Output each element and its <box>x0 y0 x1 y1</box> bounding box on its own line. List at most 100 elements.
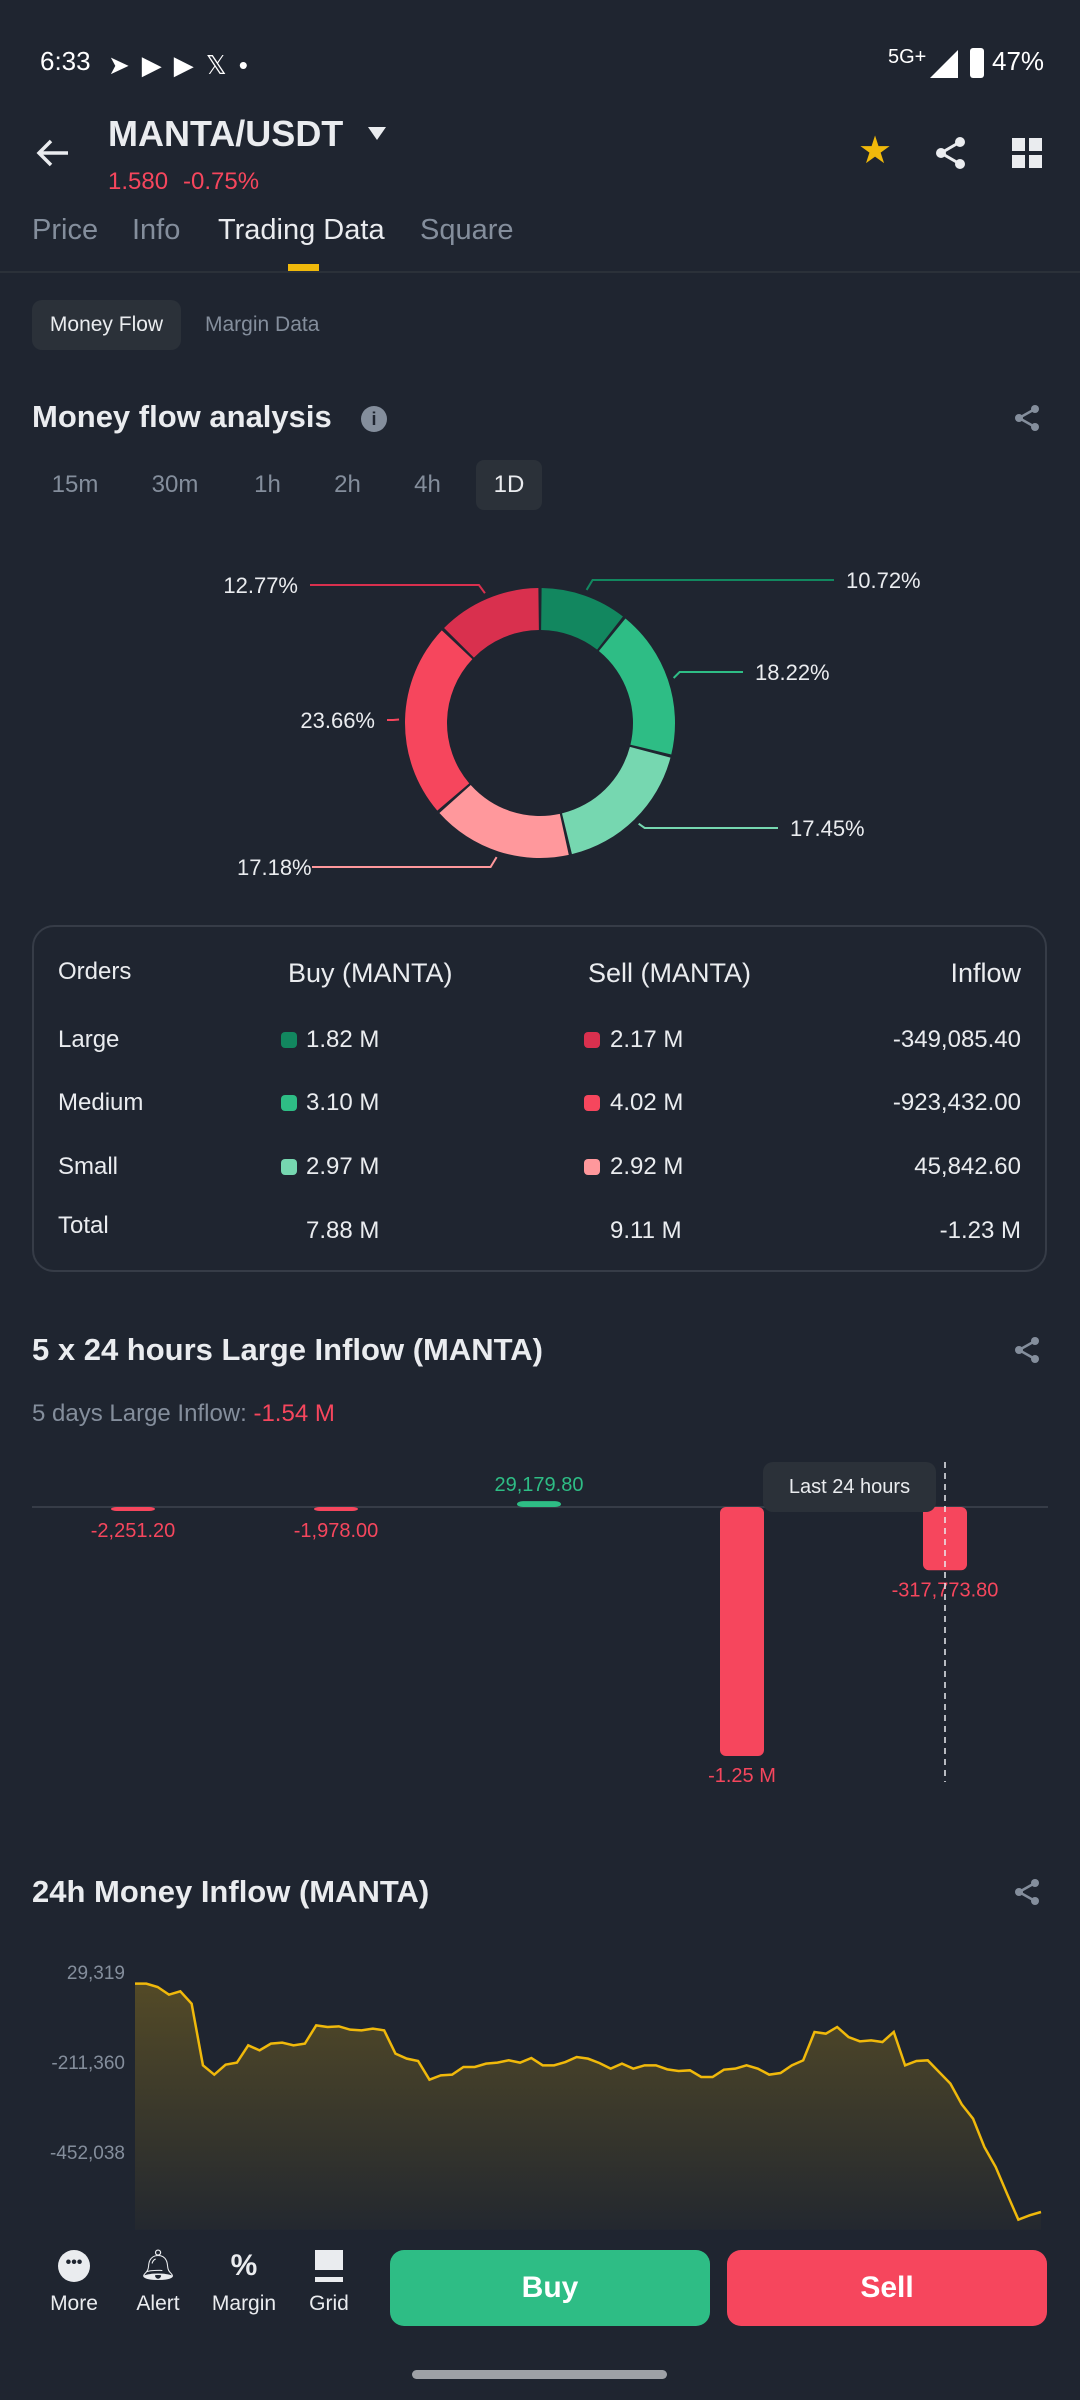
summary-label: 5 days Large Inflow: <box>32 1400 254 1427</box>
orders-table <box>32 925 1047 1272</box>
donut-slice <box>562 746 671 855</box>
nav-grid[interactable]: Grid <box>289 2250 369 2316</box>
buy-value: 7.88 M <box>306 1217 380 1244</box>
inflow-bar <box>517 1501 561 1507</box>
table-header: Buy (MANTA) <box>288 958 453 988</box>
donut-label: 23.66% <box>300 708 375 733</box>
status-time: 6:33 <box>40 46 91 76</box>
bar-value-label: 29,179.80 <box>495 1474 584 1496</box>
inflow-bar <box>720 1507 764 1756</box>
sell-swatch <box>584 1095 600 1111</box>
buy-value: 1.82 M <box>306 1026 380 1053</box>
nav-more[interactable]: ••• More <box>34 2250 114 2316</box>
donut-leader-line <box>312 856 498 868</box>
share-icon[interactable] <box>1012 1877 1042 1907</box>
row-label: Medium <box>58 1089 144 1116</box>
donut-label: 17.18% <box>237 855 312 880</box>
signal-icon <box>930 50 958 78</box>
row-label: Total <box>58 1212 109 1239</box>
donut-slice <box>439 785 569 858</box>
tab-trading-data[interactable]: Trading Data <box>218 214 385 246</box>
donut-slice <box>404 630 473 811</box>
share-icon[interactable] <box>934 136 968 170</box>
area-fill <box>135 1983 1041 2230</box>
inflow-value: 45,842.60 <box>914 1153 1021 1180</box>
donut-label: 10.72% <box>846 568 921 593</box>
inflow-value: -349,085.40 <box>892 1026 1021 1053</box>
timeframe-1d[interactable]: 1D <box>476 460 542 510</box>
table-header: Inflow <box>950 958 1021 988</box>
donut-leader-line <box>585 579 834 591</box>
donut-leader-line <box>672 671 743 679</box>
y-tick-label: 29,319 <box>67 1963 125 1984</box>
pair-title[interactable]: MANTA/USDT <box>108 113 344 154</box>
timeframe-15m[interactable]: 15m <box>51 471 99 498</box>
battery-level: 47% <box>992 46 1045 76</box>
timeframe-30m[interactable]: 30m <box>151 471 199 498</box>
timeframe-2h[interactable]: 2h <box>334 471 361 498</box>
tab-info[interactable]: Info <box>132 214 181 246</box>
battery-icon <box>970 48 984 78</box>
sell-button[interactable]: Sell <box>727 2250 1047 2326</box>
back-arrow-icon[interactable] <box>36 138 70 168</box>
donut-leader-line <box>387 718 400 721</box>
sell-swatch <box>584 1159 600 1175</box>
home-indicator <box>412 2370 667 2379</box>
inflow-value: -923,432.00 <box>892 1089 1021 1116</box>
table-header: Orders <box>58 958 132 985</box>
nav-alert-label: Alert <box>136 2292 180 2315</box>
bar-value-label: -1,978.00 <box>294 1520 379 1542</box>
nav-alert[interactable]: 🔔︎ Alert <box>118 2250 198 2316</box>
donut-label: 17.45% <box>790 816 865 841</box>
buy-swatch <box>281 1095 297 1111</box>
inflow-24h-area-chart: 29,319 -211,360 -452,038 <box>50 1963 1042 2230</box>
timeframe-1h[interactable]: 1h <box>254 471 281 498</box>
donut-slice <box>444 588 539 658</box>
share-icon[interactable] <box>1012 403 1042 433</box>
donut-leader-line <box>310 584 486 594</box>
info-icon[interactable]: i <box>361 406 387 432</box>
nav-grid-label: Grid <box>309 2292 349 2315</box>
subtab-money-flow[interactable]: Money Flow <box>32 300 181 350</box>
last-price: 1.580 <box>108 168 169 195</box>
active-tab-indicator <box>288 264 319 271</box>
money-flow-donut-chart: 10.72% 18.22% 17.45% 17.18% 23.66% 12.77% <box>223 568 921 880</box>
table-header: Sell (MANTA) <box>588 958 752 988</box>
more-icon: ••• <box>58 2250 90 2282</box>
donut-leader-line <box>638 822 778 829</box>
share-icon[interactable] <box>1012 1335 1042 1365</box>
tabs-divider <box>0 271 1080 273</box>
buy-button[interactable]: Buy <box>390 2250 710 2326</box>
price-change: -0.75% <box>183 168 260 195</box>
favorite-star-icon[interactable]: ★ <box>858 130 893 172</box>
nav-margin[interactable]: % Margin <box>204 2250 284 2316</box>
timeframe-4h[interactable]: 4h <box>414 471 441 498</box>
inflow-bar <box>314 1507 358 1511</box>
y-tick-label: -452,038 <box>50 2143 125 2164</box>
tab-price[interactable]: Price <box>32 214 99 246</box>
nav-margin-label: Margin <box>211 2292 277 2315</box>
inflow-bar <box>111 1507 155 1511</box>
inflow-bar <box>923 1507 967 1571</box>
sell-value: 2.92 M <box>610 1153 684 1180</box>
pair-dropdown-icon[interactable] <box>368 127 386 140</box>
notification-icons: ➤▶▶𝕏• <box>108 50 260 80</box>
buy-swatch <box>281 1159 297 1175</box>
subtab-margin-data[interactable]: Margin Data <box>205 313 320 336</box>
sell-value: 4.02 M <box>610 1089 684 1116</box>
donut-label: 18.22% <box>755 660 830 685</box>
bar-value-label: -317,773.80 <box>892 1579 999 1601</box>
grid-bot-icon <box>315 2250 343 2282</box>
summary-value: -1.54 M <box>253 1400 335 1427</box>
layout-grid-icon[interactable] <box>1012 138 1042 168</box>
row-label: Large <box>58 1026 120 1053</box>
bar-value-label: -1.25 M <box>708 1765 776 1787</box>
donut-slice <box>598 618 675 755</box>
tab-square[interactable]: Square <box>420 214 514 246</box>
bar-tooltip: Last 24 hours <box>763 1462 936 1512</box>
donut-slice <box>541 588 623 650</box>
bell-icon: 🔔︎ <box>138 2249 178 2282</box>
five-day-inflow-summary: 5 days Large Inflow: -1.54 M <box>32 1400 335 1428</box>
inflow-line <box>135 1982 1042 2222</box>
large-inflow-bar-chart: -2,251.20 -1,978.00 29,179.80 -1.25 M -317,7… <box>32 1462 1048 1787</box>
